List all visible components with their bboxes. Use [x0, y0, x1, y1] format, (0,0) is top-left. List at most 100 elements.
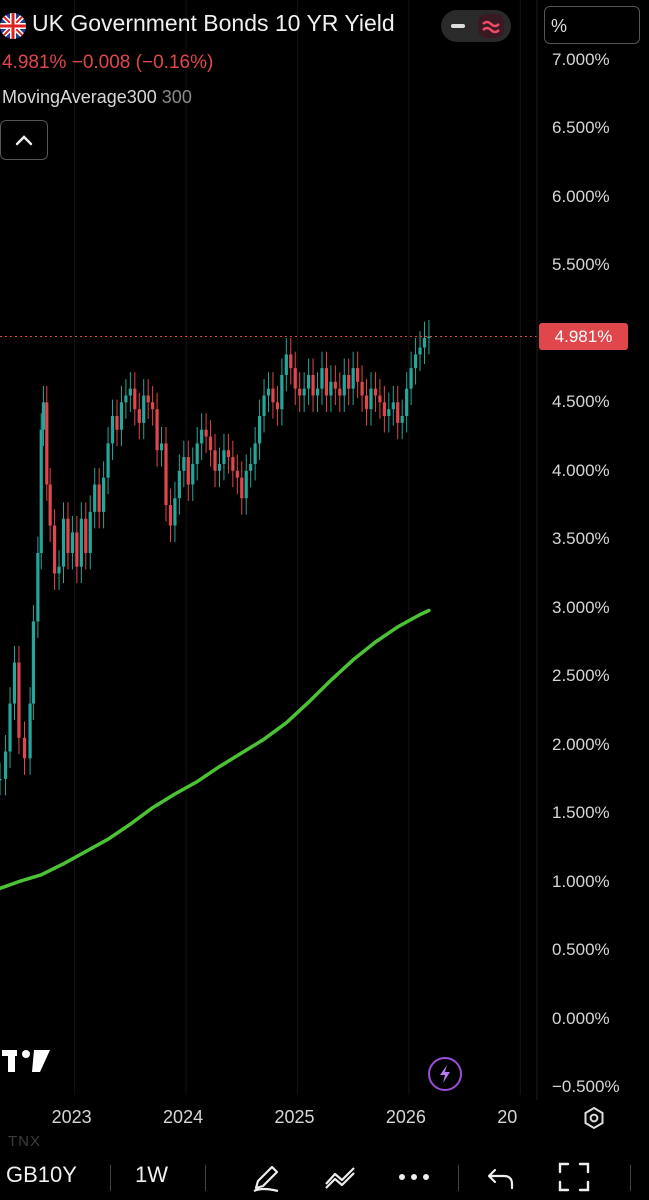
candle-body	[382, 402, 386, 417]
candle-body	[57, 566, 61, 574]
candle-body	[217, 463, 222, 471]
candle-body	[128, 388, 132, 396]
more-icon[interactable]	[396, 1160, 432, 1194]
undo-icon[interactable]	[484, 1160, 520, 1194]
y-tick-label: 6.500%	[552, 118, 610, 138]
change-abs: −0.008	[71, 52, 131, 73]
moving-average-line	[0, 608, 431, 891]
toolbar-divider	[205, 1165, 206, 1191]
candle-body	[405, 388, 409, 417]
candle-body	[222, 450, 226, 464]
candle-body	[142, 395, 146, 423]
x-tick-label: 2025	[274, 1107, 315, 1127]
candle-body	[266, 388, 271, 396]
candle-body	[177, 470, 181, 499]
candle-body	[396, 402, 400, 423]
candle-body	[387, 409, 391, 417]
candle-body	[262, 395, 266, 417]
candle-body	[28, 703, 32, 759]
minus-icon[interactable]	[445, 14, 471, 38]
candle-body	[102, 477, 106, 512]
indicators-icon[interactable]	[322, 1160, 358, 1194]
y-tick-label: 0.500%	[552, 940, 610, 960]
candle-body	[204, 429, 208, 437]
candle-body	[195, 443, 199, 464]
candle-body	[200, 429, 204, 444]
candle-body	[17, 662, 21, 738]
candle-body	[79, 518, 83, 567]
candle-body	[88, 511, 92, 553]
candle-body	[97, 484, 101, 512]
change-pct: (−0.16%)	[135, 52, 214, 73]
candle-body	[307, 374, 311, 389]
y-tick-label: 6.000%	[552, 186, 610, 206]
candle-body	[360, 381, 364, 396]
candle-body	[186, 457, 190, 485]
candle-body	[427, 336, 431, 338]
candle-body	[151, 402, 155, 410]
candle-body	[106, 443, 110, 478]
candle-body	[400, 416, 404, 423]
y-tick-label: 5.500%	[552, 255, 610, 275]
candle-body	[240, 477, 244, 499]
fullscreen-icon[interactable]	[556, 1160, 592, 1194]
candle-body	[39, 429, 43, 553]
candle-body	[191, 463, 195, 485]
candle-body	[124, 395, 128, 403]
candle-body	[342, 374, 346, 396]
settings-icon[interactable]	[582, 1106, 606, 1130]
candle-body	[351, 368, 355, 389]
chart-grid	[74, 0, 521, 1095]
candle-body	[320, 368, 324, 389]
candle-body	[271, 388, 275, 403]
indicator-legend[interactable]: MovingAverage300 300	[2, 87, 192, 108]
indicator-name: MovingAverage300	[2, 87, 157, 107]
toolbar-divider	[630, 1165, 631, 1191]
approx-icon[interactable]	[478, 14, 504, 38]
candle-body	[378, 395, 382, 403]
y-tick-label: 3.500%	[552, 529, 610, 549]
candle-series	[0, 320, 431, 796]
candle-body	[249, 463, 253, 471]
candle-body	[369, 388, 373, 410]
uk-flag-icon	[0, 13, 26, 39]
y-tick-label: 7.000%	[552, 50, 610, 69]
symbol-button[interactable]: GB10Y	[6, 1162, 77, 1187]
y-tick-label: 2.000%	[552, 734, 610, 754]
indicator-length: 300	[161, 87, 192, 107]
toolbar-divider	[110, 1165, 111, 1191]
candle-body	[289, 354, 293, 369]
candle-body	[293, 368, 297, 389]
x-tick-label: 2026	[385, 1107, 426, 1127]
x-tick-label: 2023	[51, 1107, 92, 1127]
candle-body	[235, 470, 239, 478]
candle-body	[275, 402, 280, 410]
interval-button[interactable]: 1W	[135, 1162, 168, 1187]
candle-body	[61, 518, 66, 567]
candle-body	[182, 457, 186, 471]
candle-body	[12, 662, 17, 704]
candle-body	[284, 354, 288, 375]
candle-body	[110, 416, 115, 444]
candle-body	[41, 402, 46, 430]
candle-body	[422, 337, 427, 348]
last-price-tag: 4.981%	[539, 323, 628, 350]
candle-body	[36, 552, 40, 622]
candle-body	[311, 374, 315, 396]
candle-body	[45, 402, 49, 485]
x-tick-label: 20	[497, 1107, 518, 1127]
y-tick-label: −0.500%	[552, 1077, 620, 1096]
candle-body	[244, 470, 248, 499]
candle-body	[164, 443, 168, 506]
unit-selector[interactable]: %	[544, 6, 640, 44]
candle-body	[226, 450, 230, 458]
candle-body	[8, 703, 12, 752]
candle-body	[409, 368, 413, 389]
lightning-icon[interactable]	[428, 1057, 462, 1091]
source-label: TNX	[8, 1133, 41, 1150]
collapse-legend-button[interactable]	[0, 120, 48, 160]
pen-icon[interactable]	[248, 1160, 284, 1194]
y-tick-label: 2.500%	[552, 666, 610, 686]
y-tick-label: 4.500%	[552, 392, 610, 412]
